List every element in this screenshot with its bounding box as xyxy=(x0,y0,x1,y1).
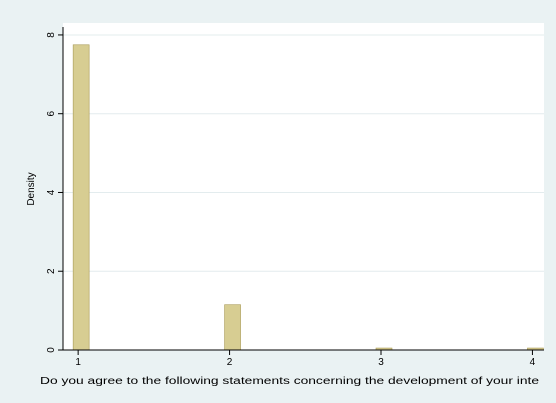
x-tick-label: 3 xyxy=(378,357,384,368)
axes xyxy=(62,27,544,351)
y-tick-label: 8 xyxy=(46,32,57,38)
y-tick-label: 6 xyxy=(46,110,57,116)
x-axis-label: Do you agree to the following statements… xyxy=(40,376,540,387)
y-tick-label: 0 xyxy=(46,347,57,353)
y-ticks: 0 2 4 6 8 xyxy=(46,32,63,353)
bar xyxy=(72,44,90,351)
x-tick-label: 4 xyxy=(530,357,536,368)
y-axis-label: Density xyxy=(26,172,37,205)
plot-area xyxy=(63,23,544,350)
x-tick-label: 2 xyxy=(227,357,233,368)
y-tick-label: 4 xyxy=(46,189,57,195)
y-tick-label: 2 xyxy=(46,268,57,274)
grid xyxy=(63,34,544,272)
bar xyxy=(224,304,241,351)
x-ticks: 1 2 3 4 xyxy=(75,350,536,368)
x-tick-label: 1 xyxy=(75,357,81,368)
